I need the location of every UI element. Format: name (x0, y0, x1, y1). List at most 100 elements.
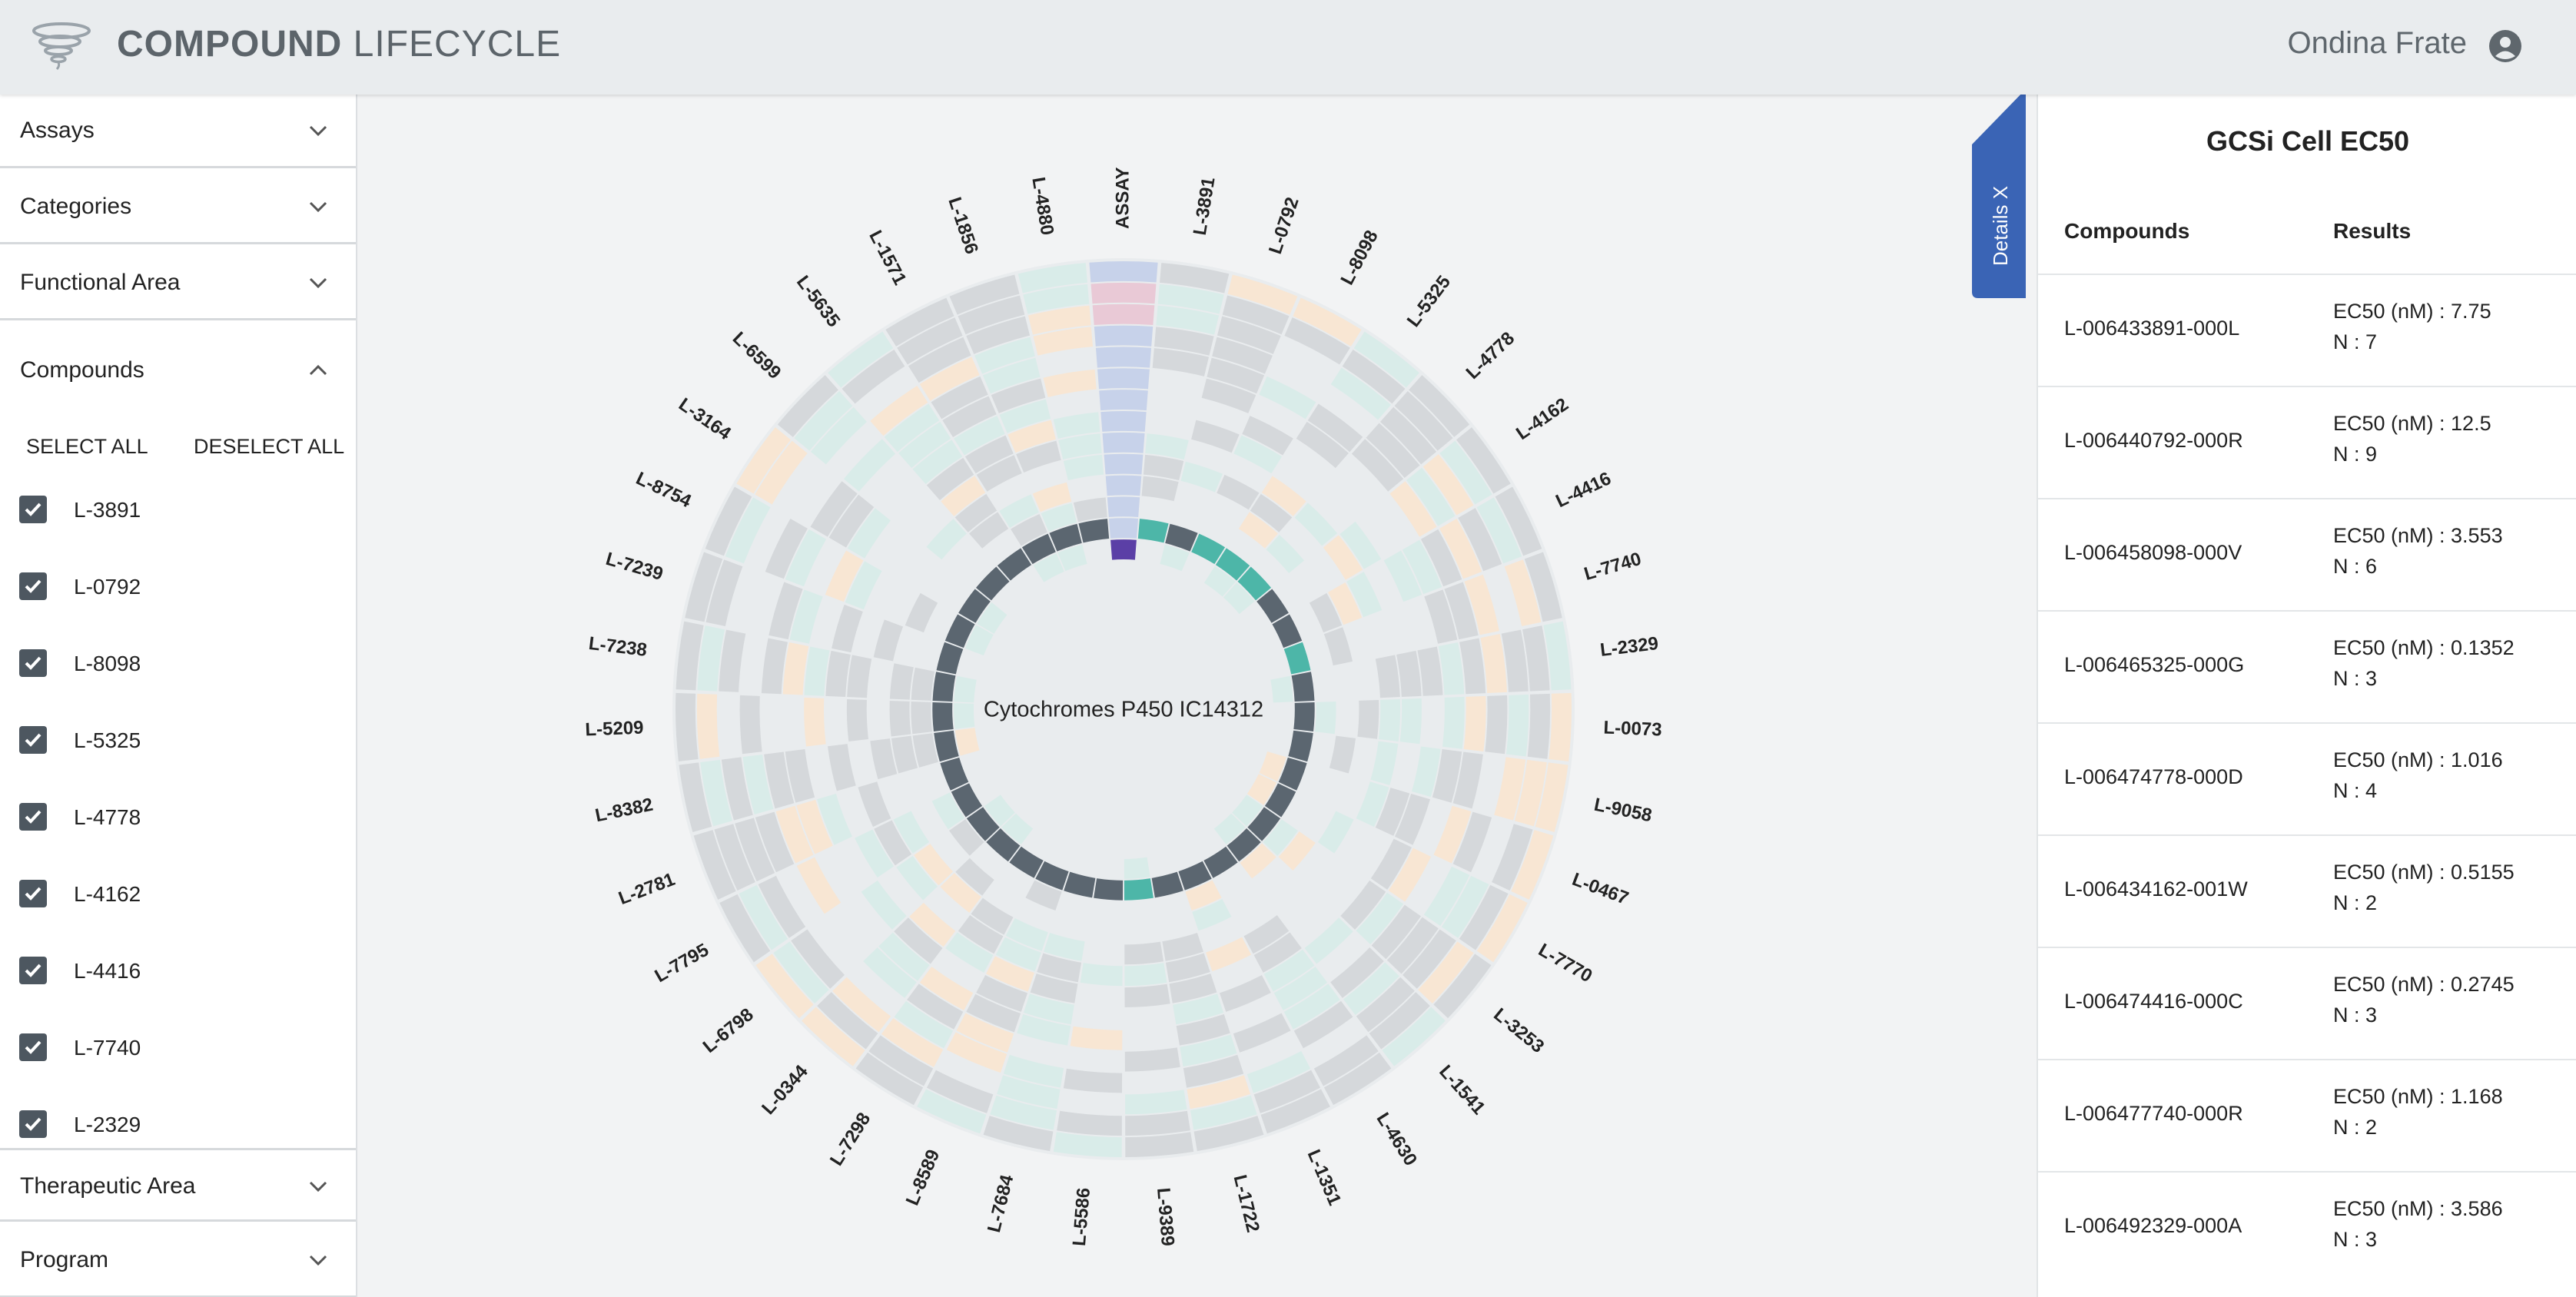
heatmap-cell[interactable] (714, 824, 755, 891)
heatmap-cell[interactable] (1124, 878, 1154, 901)
heatmap-cell[interactable] (911, 667, 935, 701)
heatmap-cell[interactable] (1420, 529, 1462, 587)
heatmap-cell[interactable] (986, 828, 1021, 862)
heatmap-cell[interactable] (977, 602, 1007, 634)
heatmap-cell[interactable] (1375, 788, 1410, 836)
spoke-label[interactable]: L-4630 (1373, 1109, 1421, 1169)
heatmap-cell[interactable] (855, 1052, 924, 1106)
heatmap-cell[interactable] (1417, 646, 1443, 696)
heatmap-cell[interactable] (705, 486, 752, 556)
heatmap-cell[interactable] (1105, 475, 1142, 496)
heatmap-cell[interactable] (1330, 367, 1392, 420)
heatmap-cell[interactable] (926, 519, 967, 560)
heatmap-cell[interactable] (999, 494, 1039, 528)
heatmap-cell[interactable] (1125, 1132, 1194, 1157)
compound-checkbox-item[interactable]: L-5325 (0, 709, 356, 786)
heatmap-cell[interactable] (932, 702, 954, 731)
user-name[interactable]: Ondina Frate (2287, 26, 2467, 60)
heatmap-cell[interactable] (1409, 375, 1470, 437)
heatmap-cell[interactable] (1504, 559, 1542, 627)
heatmap-cell[interactable] (817, 794, 852, 845)
heatmap-cell[interactable] (679, 762, 712, 832)
heatmap-cell[interactable] (1356, 892, 1404, 945)
spoke-label[interactable]: L-2329 (1599, 633, 1660, 661)
heatmap-cell[interactable] (1094, 878, 1124, 901)
heatmap-cell[interactable] (1238, 512, 1278, 549)
heatmap-cell[interactable] (931, 376, 988, 420)
heatmap-cell[interactable] (1030, 973, 1078, 1003)
heatmap-cell[interactable] (1370, 741, 1399, 785)
heatmap-cell[interactable] (1422, 454, 1474, 516)
heatmap-cell[interactable] (1522, 625, 1550, 692)
heatmap-cell[interactable] (1366, 423, 1420, 479)
heatmap-cell[interactable] (802, 1007, 865, 1066)
heatmap-cell[interactable] (931, 792, 965, 830)
heatmap-cell[interactable] (676, 692, 699, 761)
heatmap-cell[interactable] (1043, 369, 1097, 397)
heatmap-cell[interactable] (863, 947, 917, 998)
heatmap-cell[interactable] (1173, 993, 1224, 1025)
heatmap-cell[interactable] (975, 566, 1010, 601)
heatmap-cell[interactable] (983, 1116, 1054, 1152)
spoke-label[interactable]: L-1541 (1435, 1061, 1489, 1119)
compound-checkbox-item[interactable]: L-4162 (0, 863, 356, 940)
spoke-label[interactable]: L-4880 (1027, 176, 1057, 237)
heatmap-cell[interactable] (742, 754, 774, 815)
heatmap-cell[interactable] (796, 799, 833, 854)
heatmap-cell[interactable] (1259, 751, 1286, 781)
heatmap-cell[interactable] (1357, 699, 1379, 739)
heatmap-cell[interactable] (736, 427, 792, 494)
heatmap-cell[interactable] (958, 589, 991, 623)
heatmap-cell[interactable] (1315, 701, 1336, 735)
heatmap-cell[interactable] (1296, 421, 1349, 469)
heatmap-cell[interactable] (1399, 698, 1422, 745)
heatmap-cell[interactable] (825, 650, 851, 697)
spoke-label[interactable]: L-7298 (826, 1109, 875, 1169)
heatmap-cell[interactable] (894, 1000, 954, 1049)
heatmap-cell[interactable] (1261, 476, 1306, 516)
heatmap-cell[interactable] (997, 1075, 1061, 1110)
spoke-label[interactable]: L-1856 (944, 194, 982, 257)
heatmap-cell[interactable] (1023, 284, 1090, 314)
heatmap-cell[interactable] (974, 337, 1035, 374)
heatmap-cell[interactable] (1100, 411, 1147, 432)
heatmap-cell[interactable] (785, 529, 827, 587)
heatmap-cell[interactable] (804, 646, 830, 696)
heatmap-cell[interactable] (1369, 992, 1430, 1050)
heatmap-cell[interactable] (1371, 904, 1422, 960)
heatmap-cell[interactable] (847, 508, 891, 559)
heatmap-cell[interactable] (1187, 1075, 1250, 1110)
heatmap-cell[interactable] (1527, 693, 1551, 759)
heatmap-cell[interactable] (1165, 523, 1198, 552)
heatmap-cell[interactable] (1021, 533, 1056, 565)
compound-checkbox-item[interactable]: L-8098 (0, 632, 356, 709)
heatmap-cell[interactable] (845, 561, 882, 610)
heatmap-cell[interactable] (1223, 582, 1255, 615)
heatmap-cell[interactable] (1442, 696, 1465, 749)
heatmap-cell[interactable] (1017, 1013, 1071, 1046)
heatmap-cell[interactable] (908, 337, 971, 383)
heatmap-cell[interactable] (1169, 973, 1217, 1003)
heatmap-cell[interactable] (1044, 933, 1085, 961)
heatmap-cell[interactable] (1535, 762, 1569, 832)
heatmap-cell[interactable] (1247, 1050, 1311, 1093)
heatmap-cell[interactable] (847, 655, 872, 698)
heatmap-cell[interactable] (1237, 566, 1272, 601)
heatmap-cell[interactable] (1201, 378, 1256, 413)
heatmap-cell[interactable] (1264, 783, 1296, 818)
heatmap-cell[interactable] (1339, 521, 1382, 569)
heatmap-cell[interactable] (1323, 535, 1363, 580)
heatmap-cell[interactable] (1459, 884, 1509, 950)
spoke-label[interactable]: L-3891 (1190, 176, 1220, 237)
compound-checkbox-item[interactable]: L-7740 (0, 1017, 356, 1093)
user-account-icon[interactable] (2488, 29, 2522, 63)
heatmap-cell[interactable] (966, 316, 1031, 354)
heatmap-cell[interactable] (868, 1035, 934, 1086)
heatmap-cell[interactable] (1124, 963, 1167, 987)
heatmap-cell[interactable] (1329, 735, 1356, 774)
heatmap-cell[interactable] (940, 873, 981, 913)
heatmap-cell[interactable] (1232, 794, 1263, 827)
heatmap-cell[interactable] (964, 625, 994, 656)
heatmap-cell[interactable] (949, 274, 1020, 315)
heatmap-cell[interactable] (1137, 519, 1169, 543)
